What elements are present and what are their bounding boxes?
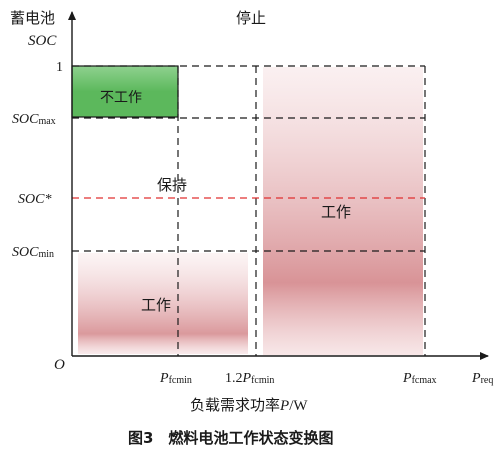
tick-label-soc-min: SOCmin [12,245,54,260]
origin-label: O [54,357,65,373]
tick-label-p-fcmax: Pfcmax [402,371,437,386]
figure-caption: 图3 燃料电池工作状态变换图 [128,429,333,447]
tick-label-one: 1 [56,60,63,75]
tick-label-soc-star: SOC* [18,192,51,207]
work-region-left [78,253,248,354]
work-region-right [263,67,423,355]
tick-label-p-12-fcmin: 1.2Pfcmin [225,371,274,386]
hold-label: 保持 [157,176,187,194]
y-axis-title-line1: 蓄电池 [10,9,55,27]
tick-label-p-req: Preq [471,371,493,386]
x-axis-title: 负载需求功率P/W [190,396,308,414]
work-label-right: 工作 [321,203,351,221]
no-work-region [72,66,178,117]
y-axis-title-line2: SOC [28,33,57,49]
work-label-left: 工作 [141,296,171,314]
tick-label-soc-max: SOCmax [12,112,56,127]
tick-label-p-fcmin: Pfcmin [159,371,192,386]
no-work-label: 不工作 [100,90,142,106]
stop-label: 停止 [236,9,266,27]
